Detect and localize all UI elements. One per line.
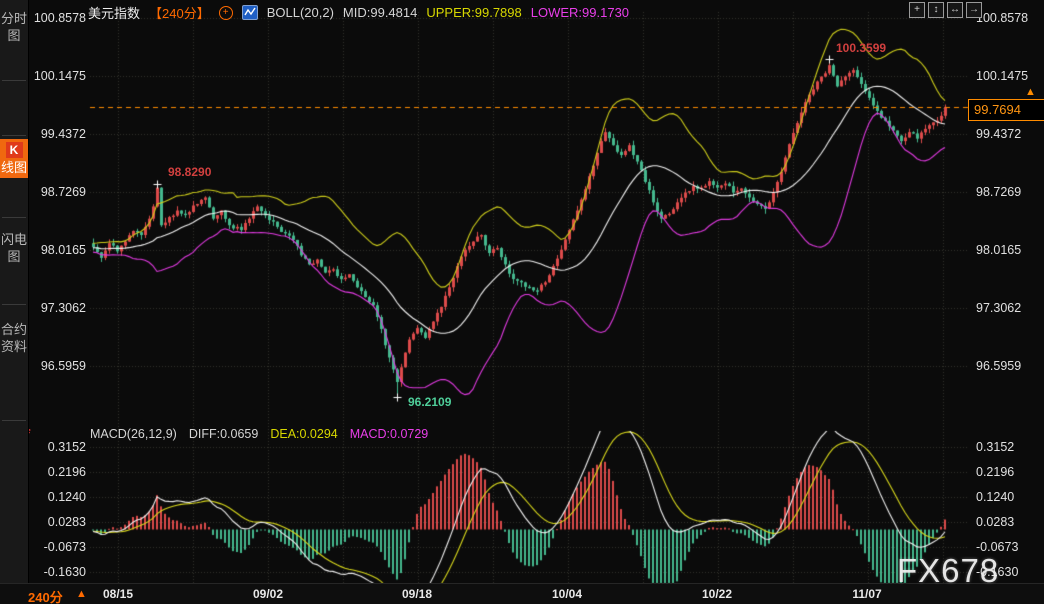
fx678-watermark: FX678 <box>897 552 1000 589</box>
zoom-vertical-icon[interactable]: ↕ <box>928 2 944 18</box>
x-date: 10/04 <box>551 587 583 601</box>
macd-tick: 0.3152 <box>47 440 86 454</box>
macd-name: MACD(26,12,9) <box>90 427 177 441</box>
shift-right-icon[interactable]: → <box>966 2 982 18</box>
y-tick: 97.3062 <box>40 301 86 315</box>
period-up-triangle-icon[interactable]: ▲ <box>76 588 87 600</box>
sidebar: 分时图 K线图 闪电图 合约资料 <box>0 0 29 583</box>
y-tick: 96.5959 <box>976 359 1022 373</box>
macd-tick: 0.0283 <box>976 515 1015 529</box>
macd-header: MACD(26,12,9) DIFF:0.0659 DEA:0.0294 MAC… <box>90 427 428 441</box>
chart-toolbar: + ↕ ↔ → <box>909 2 982 18</box>
macd-tick: -0.1630 <box>976 565 1019 579</box>
x-date: 11/07 <box>852 587 882 601</box>
add-indicator-icon[interactable]: + <box>218 5 233 20</box>
macd-tick: 0.3152 <box>976 440 1015 454</box>
high-annotation: 98.8290 <box>168 165 212 179</box>
macd-tick: 0.2196 <box>47 465 86 479</box>
y-tick: 99.4372 <box>40 127 86 141</box>
boll-mid-value: MID:99.4814 <box>342 5 418 20</box>
x-date: 09/18 <box>401 587 433 601</box>
crosshair-icon[interactable]: + <box>909 2 925 18</box>
price-up-arrow-icon: ▲ <box>1025 86 1036 98</box>
macd-tick: 0.1240 <box>47 490 86 504</box>
macd-tick: 0.1240 <box>976 490 1015 504</box>
footer-period-label[interactable]: 240分 <box>28 590 63 604</box>
symbol-title: 美元指数 <box>88 6 141 21</box>
current-price-box: 99.7694 <box>968 99 1044 121</box>
macd-macd-value: MACD:0.0729 <box>349 427 429 441</box>
period-label: 【240分】 <box>149 6 210 21</box>
high-annotation: 100.3599 <box>836 41 887 55</box>
chart-header: 美元指数 【240分】 + BOLL(20,2) MID:99.4814 UPP… <box>88 3 629 22</box>
sidebar-item-lightning-chart[interactable]: 闪电图 <box>0 232 27 264</box>
y-tick: 98.7269 <box>976 185 1022 199</box>
x-date: 08/15 <box>102 587 134 601</box>
y-tick: 98.0165 <box>40 243 86 257</box>
macd-tick: 0.0283 <box>47 515 86 529</box>
x-date: 10/22 <box>701 587 733 601</box>
boll-label: BOLL(20,2) <box>266 5 334 20</box>
y-tick: 100.1475 <box>976 69 1029 83</box>
y-tick: 97.3062 <box>976 301 1022 315</box>
boll-lower-value: LOWER:99.1730 <box>530 5 630 20</box>
y-tick: 99.4372 <box>976 127 1022 141</box>
time-axis-bar: 240分 ▲ 08/15 09/02 09/18 10/04 10/22 11/… <box>0 583 1044 604</box>
y-tick: 98.7269 <box>40 185 86 199</box>
y-tick: 100.8578 <box>33 11 86 25</box>
y-tick: 100.8578 <box>976 11 1029 25</box>
macd-diff-value: DIFF:0.0659 <box>188 427 259 441</box>
y-tick: 98.0165 <box>976 243 1022 257</box>
boll-upper-value: UPPER:99.7898 <box>426 5 522 20</box>
zoom-horizontal-icon[interactable]: ↔ <box>947 2 963 18</box>
x-date: 09/02 <box>252 587 284 601</box>
sidebar-item-time-chart[interactable]: 分时图 <box>0 11 27 43</box>
chart-type-icon[interactable] <box>241 5 258 20</box>
y-tick: 96.5959 <box>40 359 86 373</box>
macd-tick: -0.0673 <box>976 540 1019 554</box>
macd-dea-value: DEA:0.0294 <box>270 427 338 441</box>
sidebar-item-kline-chart[interactable]: K线图 <box>0 139 28 178</box>
macd-tick: -0.1630 <box>43 565 86 579</box>
macd-tick: 0.2196 <box>976 465 1015 479</box>
y-tick: 100.1475 <box>33 69 86 83</box>
sidebar-item-contract-info[interactable]: 合约资料 <box>0 322 27 354</box>
k-badge: K <box>5 142 23 158</box>
low-annotation: 96.2109 <box>408 395 452 409</box>
macd-tick: -0.0673 <box>43 540 86 554</box>
